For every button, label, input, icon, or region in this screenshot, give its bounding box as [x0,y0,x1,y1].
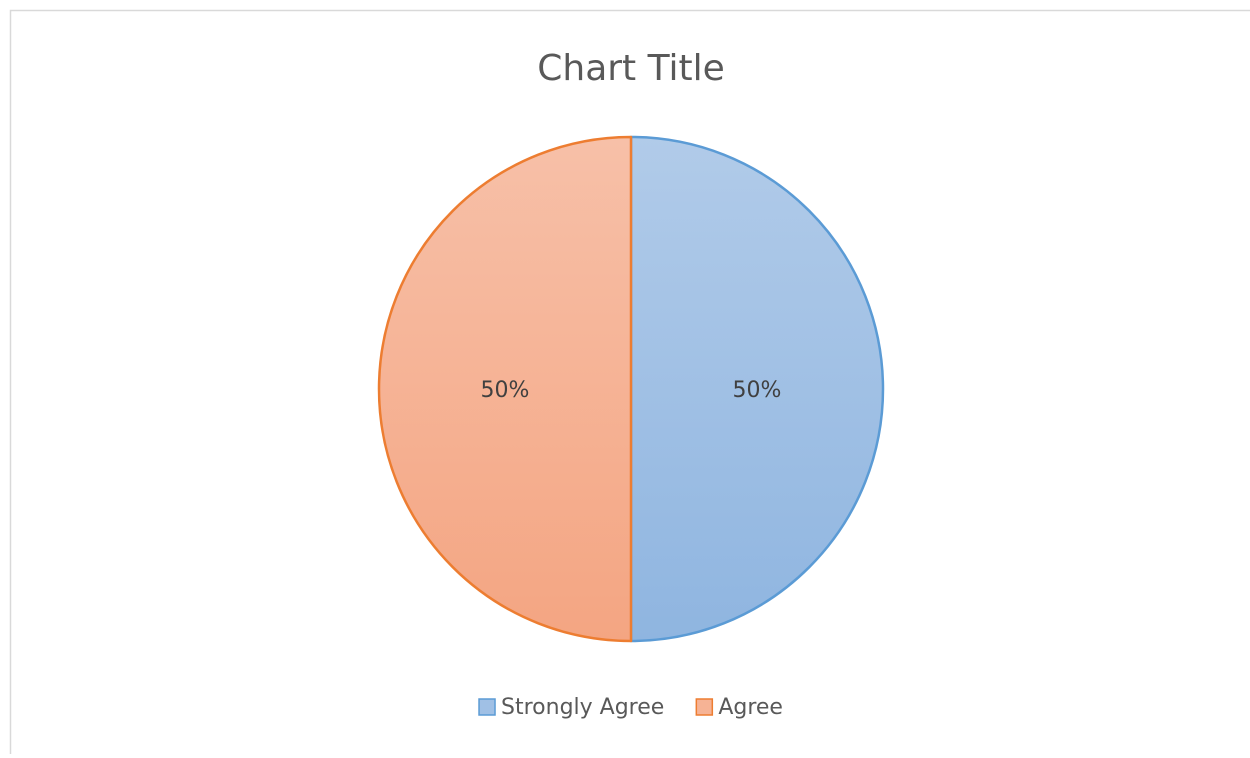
legend: Strongly Agree Agree [479,695,783,720]
legend-label: Agree [718,695,783,720]
legend-swatch [696,699,712,715]
data-label: 50% [733,378,782,403]
data-label: 50% [481,378,530,403]
legend-swatch [479,699,495,715]
legend-label: Strongly Agree [501,695,664,720]
chart-title: Chart Title [537,48,725,89]
